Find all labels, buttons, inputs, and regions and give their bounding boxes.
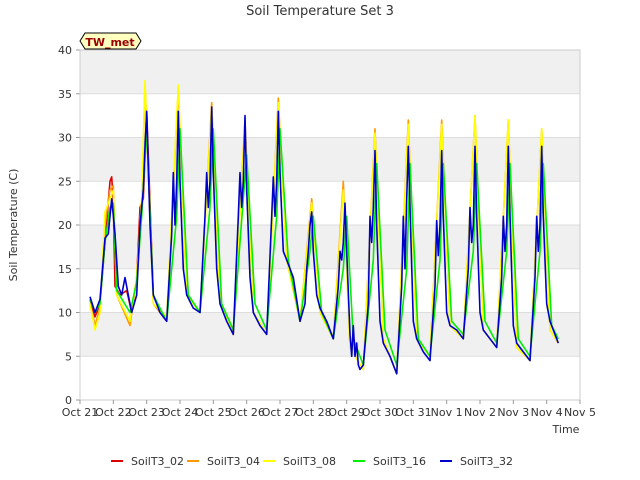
plot-band bbox=[80, 225, 580, 269]
x-tick-label: Oct 23 bbox=[128, 406, 165, 419]
y-tick-label: 10 bbox=[58, 307, 72, 320]
x-tick-label: Nov 3 bbox=[497, 406, 529, 419]
x-tick-label: Oct 26 bbox=[228, 406, 265, 419]
x-tick-label: Nov 1 bbox=[431, 406, 463, 419]
x-tick-label: Oct 29 bbox=[328, 406, 365, 419]
series-layer bbox=[89, 79, 560, 375]
x-tick-label: Oct 25 bbox=[195, 406, 232, 419]
x-tick-label: Oct 30 bbox=[362, 406, 399, 419]
plot-band bbox=[80, 181, 580, 225]
tw-met-label: TW_met bbox=[85, 36, 134, 49]
x-tick-label: Nov 2 bbox=[464, 406, 496, 419]
legend-label-SoilT3_32: SoilT3_32 bbox=[460, 455, 513, 468]
series-line-SoilT3_32 bbox=[89, 106, 560, 375]
x-tick-label: Nov 5 bbox=[564, 406, 596, 419]
x-tick-label: Oct 27 bbox=[262, 406, 299, 419]
plot-frame bbox=[79, 49, 581, 401]
legend-label-SoilT3_08: SoilT3_08 bbox=[283, 455, 336, 468]
x-axis-label: Time bbox=[552, 423, 580, 436]
y-tick-label: 35 bbox=[58, 88, 72, 101]
y-tick-label: 15 bbox=[58, 263, 72, 276]
plot-band bbox=[80, 312, 580, 357]
x-tick-label: Nov 4 bbox=[531, 406, 563, 419]
y-tick-label: 5 bbox=[65, 350, 72, 363]
plot-band bbox=[80, 93, 580, 138]
plot-band bbox=[80, 137, 580, 182]
legend-label-SoilT3_04: SoilT3_04 bbox=[207, 455, 260, 468]
x-tick-label: Oct 24 bbox=[162, 406, 199, 419]
legend-label-SoilT3_02: SoilT3_02 bbox=[131, 455, 184, 468]
tw-met-badge-box bbox=[79, 32, 142, 50]
plot-band bbox=[80, 268, 580, 313]
chart-title: Soil Temperature Set 3 bbox=[246, 4, 394, 19]
y-tick-label: 40 bbox=[58, 44, 72, 57]
legend-label-SoilT3_16: SoilT3_16 bbox=[373, 455, 426, 468]
y-tick-label: 20 bbox=[58, 219, 72, 232]
y-tick-label: 25 bbox=[58, 175, 72, 188]
x-tick-label: Oct 31 bbox=[395, 406, 432, 419]
plot-band bbox=[80, 50, 580, 94]
x-tick-label: Oct 28 bbox=[295, 406, 332, 419]
x-tick-label: Oct 22 bbox=[95, 406, 132, 419]
plot-bands bbox=[80, 50, 580, 400]
legend: SoilT3_02 SoilT3_04 SoilT3_08 SoilT3_16 Soil… bbox=[111, 455, 513, 468]
y-tick-label: 30 bbox=[58, 132, 72, 145]
y-axis-label: Soil Temperature (C) bbox=[7, 169, 20, 282]
y-tick-label: 0 bbox=[65, 394, 72, 407]
plot-band bbox=[80, 356, 580, 400]
x-tick-label: Oct 21 bbox=[62, 406, 99, 419]
tw-met-badge: TW_met bbox=[79, 32, 142, 50]
